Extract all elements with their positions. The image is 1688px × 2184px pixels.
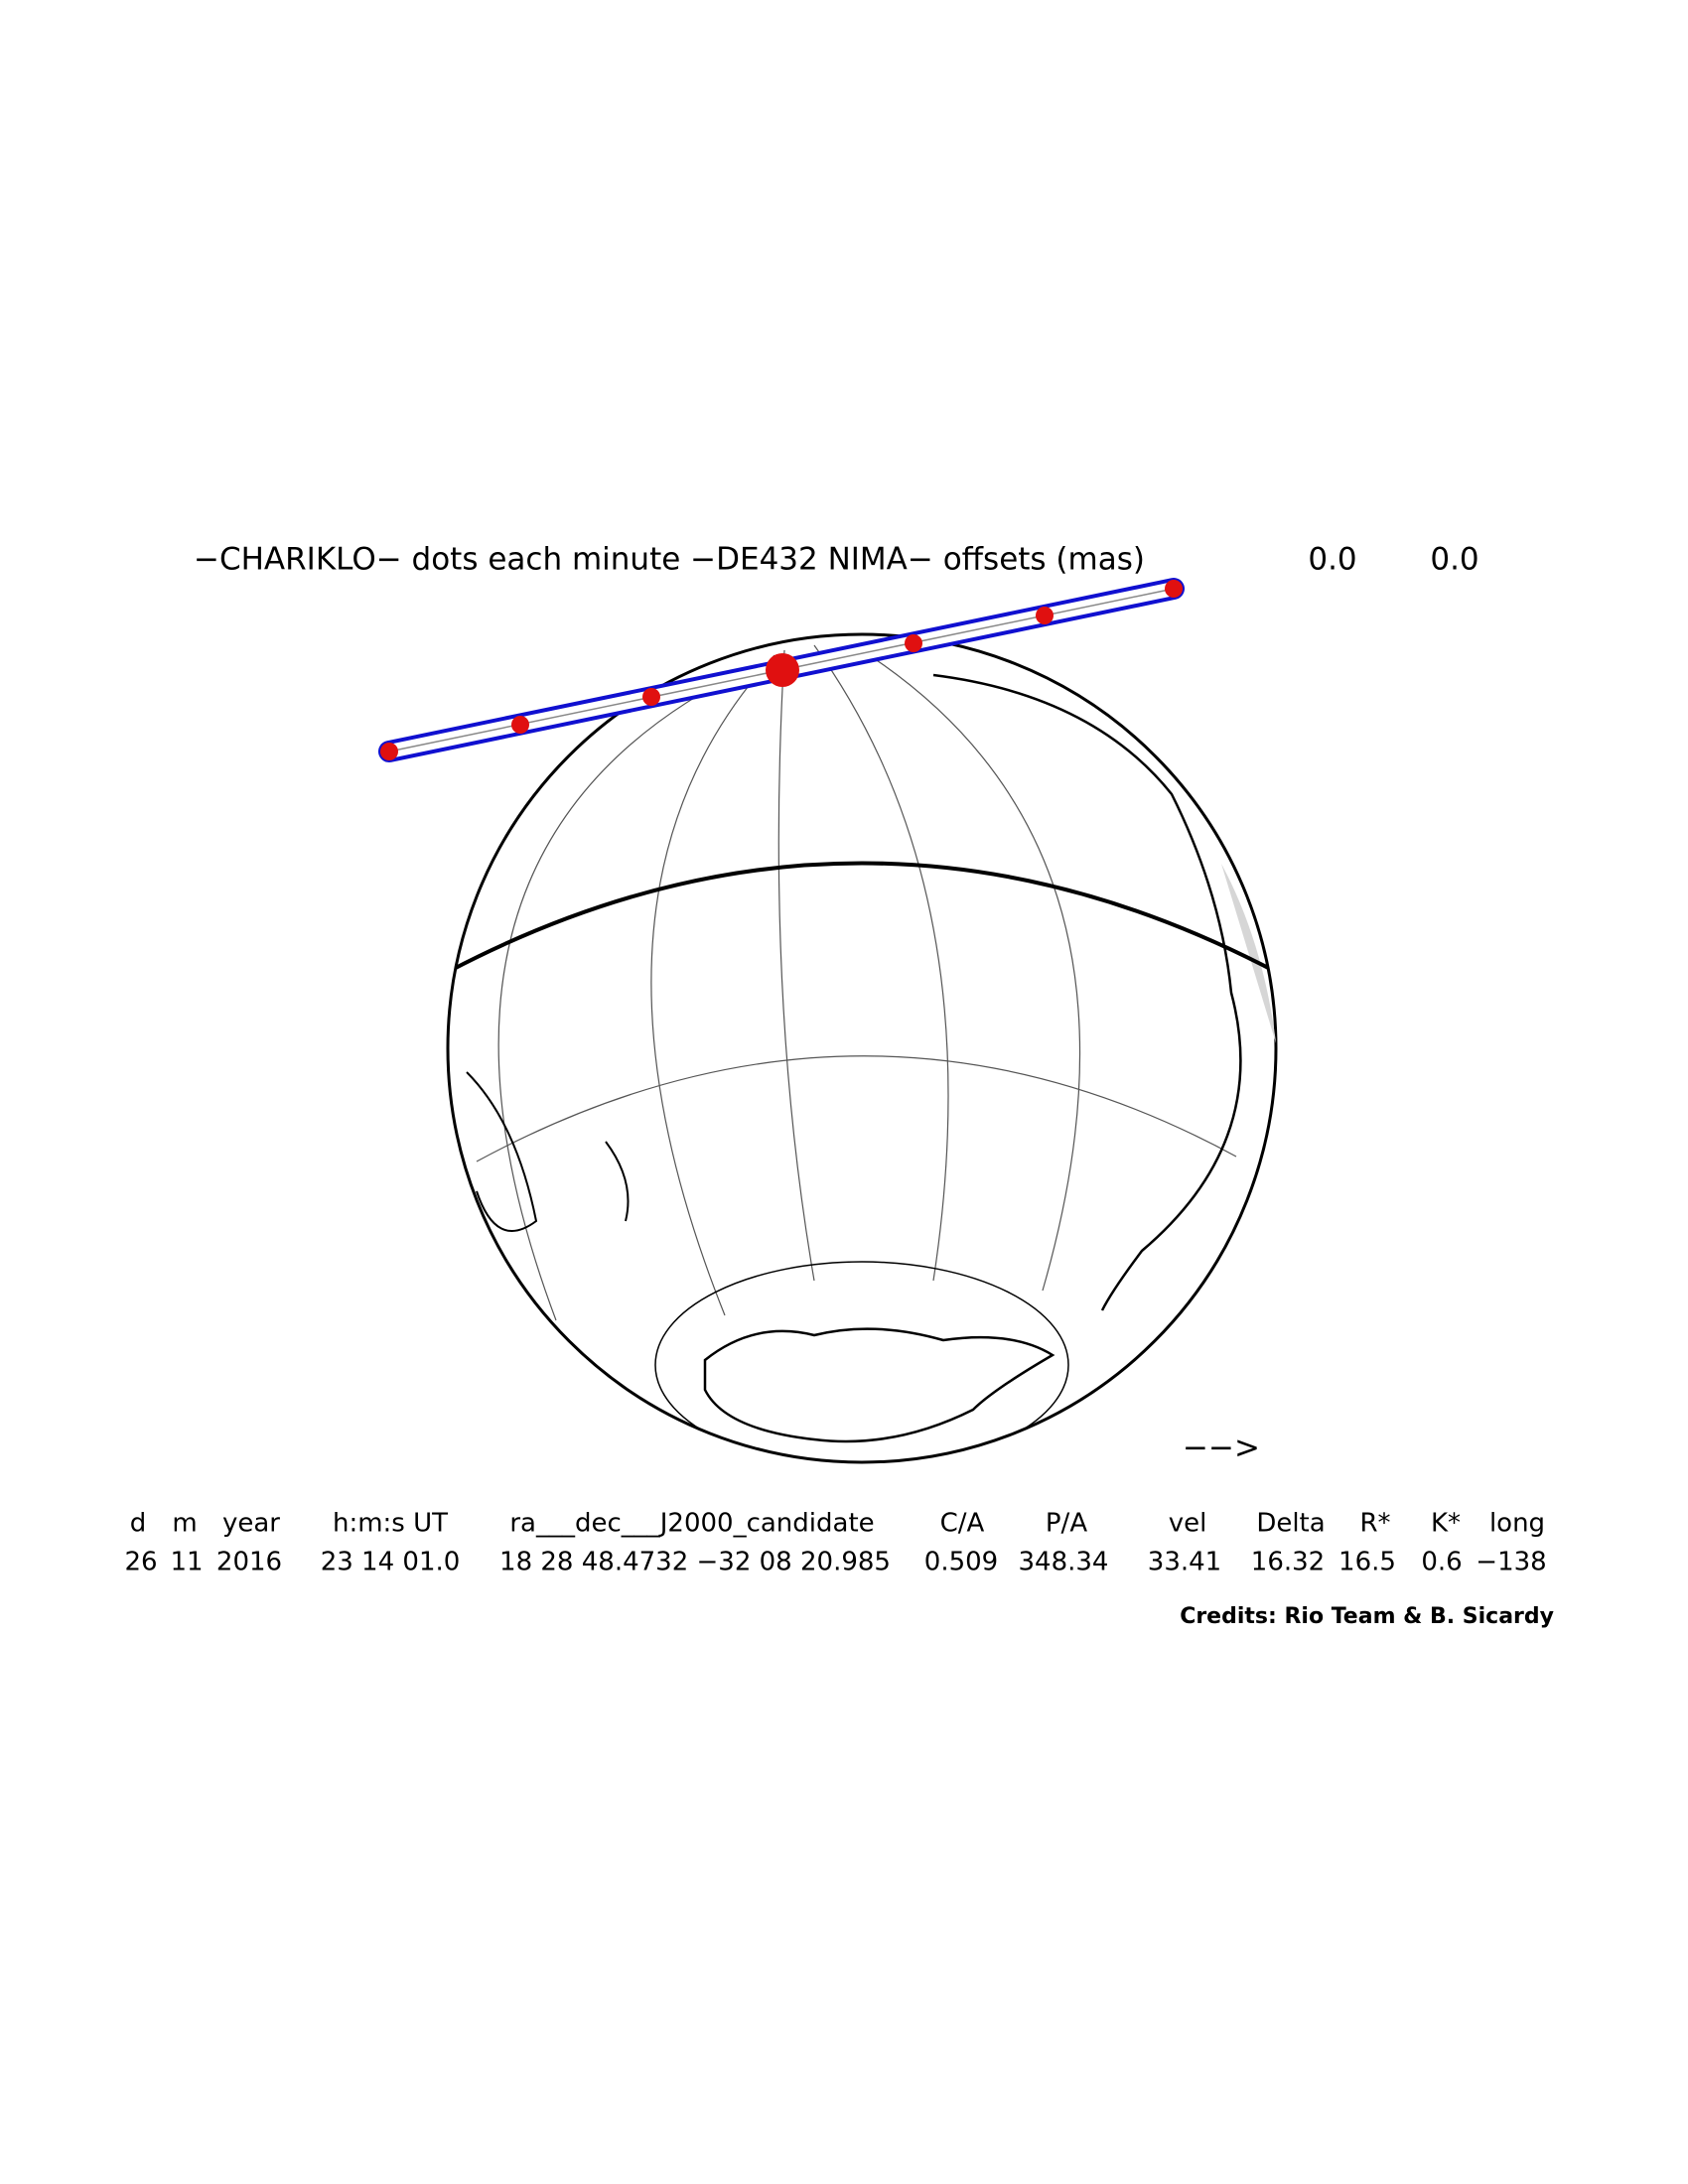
table: d m year h:m:s UT ra___dec___J2000_candidate… [124, 1509, 1546, 1577]
track [378, 578, 1185, 762]
value-cell: 18 28 48.4732 −32 08 20.985 [499, 1548, 891, 1577]
header-cell: C/A [940, 1509, 985, 1539]
value-cell: 2016 [216, 1548, 282, 1577]
value-cell: 11 [170, 1548, 203, 1577]
header-cell: Delta [1256, 1509, 1325, 1539]
offset: 0.0 [1430, 542, 1478, 578]
value-cell: 0.509 [924, 1548, 998, 1577]
globe [446, 632, 1278, 1464]
header-cell: vel [1169, 1509, 1207, 1539]
value-cell: 26 [124, 1548, 157, 1577]
direction-arrow: −−> [1183, 1431, 1260, 1466]
header-cell: K* [1431, 1509, 1461, 1539]
value-cell: 0.6 [1421, 1548, 1462, 1577]
value-cell: 348.34 [1019, 1548, 1109, 1577]
header-cell: ra___dec___J2000_candidate [509, 1509, 874, 1539]
value-cell: 16.5 [1338, 1548, 1396, 1577]
header-cell: d [130, 1509, 147, 1539]
credits: Credits: Rio Team & B. Sicardy [1180, 1604, 1554, 1629]
header-cell: R* [1359, 1509, 1390, 1539]
title: −CHARIKLO− dots each minute −DE432 NIMA−… [194, 542, 1145, 578]
header-cell: h:m:s UT [333, 1509, 448, 1539]
offset: 0.0 [1308, 542, 1356, 578]
header-cell: long [1489, 1509, 1545, 1539]
value-cell: 23 14 01.0 [321, 1548, 461, 1577]
value-cell: 16.32 [1251, 1548, 1325, 1577]
value-cell: 33.41 [1148, 1548, 1221, 1577]
header-cell: year [222, 1509, 280, 1539]
value-cell: −138 [1476, 1548, 1546, 1577]
header-cell: m [172, 1509, 197, 1539]
header-cell: P/A [1046, 1509, 1087, 1539]
